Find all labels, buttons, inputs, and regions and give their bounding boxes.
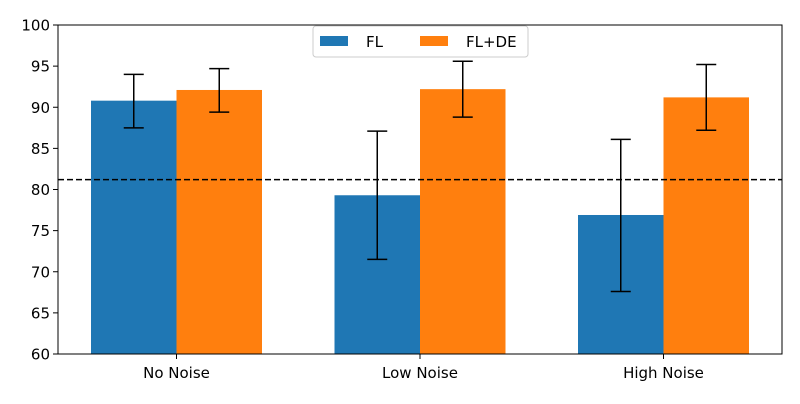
- y-tick-label: 60: [31, 346, 50, 364]
- bar-fl-de-no-noise: [176, 89, 262, 354]
- error-bars-layer: [123, 60, 717, 293]
- y-tick-label: 80: [31, 181, 50, 199]
- x-tick-label: No Noise: [143, 364, 210, 382]
- y-tick-label: 90: [31, 99, 50, 117]
- bar-fl-de-low-noise: [420, 89, 506, 354]
- y-tick-label: 95: [31, 58, 50, 76]
- y-tick-label: 100: [21, 17, 50, 35]
- legend-label-fl-de: FL+DE: [466, 33, 517, 51]
- y-tick-label: 65: [31, 304, 50, 322]
- x-axis: No Noise Low Noise High Noise: [143, 354, 704, 382]
- legend-swatch-fl: [320, 36, 348, 46]
- legend: FL FL+DE: [312, 25, 529, 58]
- bar-fl-no-noise: [91, 100, 177, 354]
- x-tick-label: Low Noise: [382, 364, 458, 382]
- bar-fl-de-high-noise: [663, 97, 749, 354]
- y-tick-label: 70: [31, 263, 50, 281]
- y-axis: 60 65 70 75 80 85 90 95 100: [21, 17, 58, 364]
- y-tick-label: 75: [31, 222, 50, 240]
- legend-swatch-fl-de: [420, 36, 448, 46]
- bars-layer: [91, 89, 749, 354]
- legend-label-fl: FL: [366, 33, 384, 51]
- x-tick-label: High Noise: [623, 364, 704, 382]
- y-tick-label: 85: [31, 140, 50, 158]
